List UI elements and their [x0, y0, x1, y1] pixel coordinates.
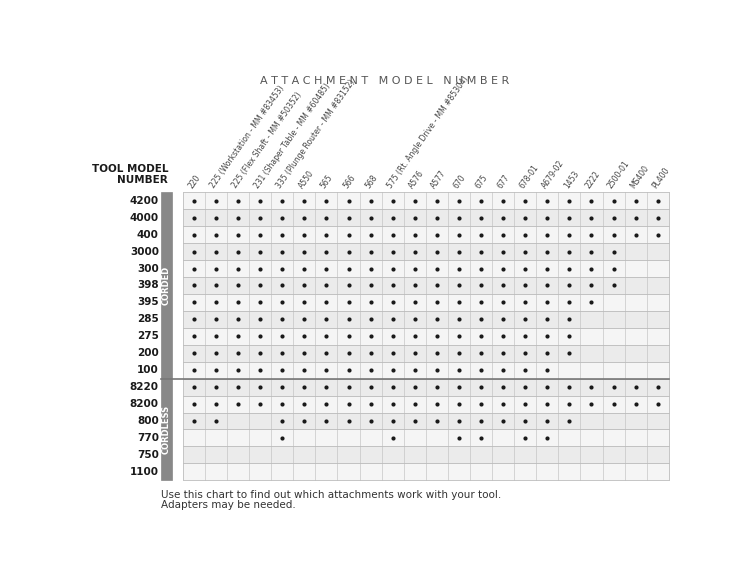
Text: 400: 400: [137, 230, 159, 240]
Bar: [183, 243, 669, 260]
Text: A576: A576: [407, 169, 426, 190]
Text: 675: 675: [474, 173, 490, 190]
Bar: [183, 311, 669, 328]
Text: 1100: 1100: [130, 467, 159, 477]
Bar: [183, 328, 669, 345]
Text: NUMBER: NUMBER: [118, 175, 168, 185]
Text: 670: 670: [452, 173, 467, 190]
Text: PL400: PL400: [650, 165, 671, 190]
Bar: [183, 260, 669, 277]
Text: A679-02: A679-02: [540, 158, 566, 190]
Text: A T T A C H M E N T   M O D E L   N U M B E R: A T T A C H M E N T M O D E L N U M B E …: [260, 75, 509, 86]
Text: 200: 200: [137, 348, 159, 358]
Text: 565: 565: [319, 173, 334, 190]
Text: 750: 750: [137, 450, 159, 460]
Text: 3000: 3000: [130, 247, 159, 257]
Bar: [183, 446, 669, 463]
Text: 677: 677: [496, 173, 512, 190]
Text: 335 (Plunge Router - MM #83152): 335 (Plunge Router - MM #83152): [275, 78, 357, 190]
Text: CORDED: CORDED: [162, 266, 171, 305]
Text: 225 (Workstation - MM #83453): 225 (Workstation - MM #83453): [209, 85, 286, 190]
Bar: [183, 209, 669, 226]
Text: A577: A577: [430, 169, 448, 190]
Text: 100: 100: [137, 365, 159, 375]
Text: 231 (Shaper Table - MM #60485): 231 (Shaper Table - MM #60485): [253, 82, 332, 190]
Text: 220: 220: [187, 173, 202, 190]
Text: 300: 300: [137, 264, 159, 274]
Bar: [161, 192, 172, 378]
Bar: [183, 294, 669, 311]
Text: CORDLESS: CORDLESS: [162, 405, 171, 454]
Bar: [183, 378, 669, 396]
Text: Use this chart to find out which attachments work with your tool.: Use this chart to find out which attachm…: [161, 490, 502, 499]
Text: 770: 770: [136, 433, 159, 443]
Text: 398: 398: [137, 281, 159, 290]
Text: 800: 800: [137, 416, 159, 426]
Text: TOOL MODEL: TOOL MODEL: [92, 164, 168, 174]
Text: 225 (Flex Shaft - MM #50352): 225 (Flex Shaft - MM #50352): [231, 91, 304, 190]
Bar: [183, 430, 669, 446]
Bar: [183, 277, 669, 294]
Text: 575 (Rt. Angle Drive - MM #85304): 575 (Rt. Angle Drive - MM #85304): [386, 74, 470, 190]
Text: 566: 566: [341, 173, 357, 190]
Bar: [183, 412, 669, 430]
Text: 275: 275: [137, 331, 159, 342]
Text: 678-01: 678-01: [518, 163, 541, 190]
Bar: [183, 226, 669, 243]
Text: MS400: MS400: [628, 164, 650, 190]
Bar: [183, 192, 669, 209]
Bar: [183, 345, 669, 362]
Text: A550: A550: [297, 169, 316, 190]
Text: 4200: 4200: [130, 196, 159, 206]
Text: 285: 285: [137, 314, 159, 324]
Text: Adapters may be needed.: Adapters may be needed.: [161, 501, 296, 510]
Text: 1453: 1453: [562, 169, 580, 190]
Text: 2222: 2222: [584, 169, 602, 190]
Bar: [183, 362, 669, 378]
Bar: [183, 463, 669, 480]
Bar: [161, 378, 172, 480]
Bar: [183, 396, 669, 412]
Text: 8220: 8220: [130, 382, 159, 392]
Text: 568: 568: [363, 173, 379, 190]
Text: 8200: 8200: [130, 399, 159, 409]
Text: 2500-01: 2500-01: [606, 159, 631, 190]
Text: 395: 395: [137, 297, 159, 308]
Text: 4000: 4000: [130, 213, 159, 223]
